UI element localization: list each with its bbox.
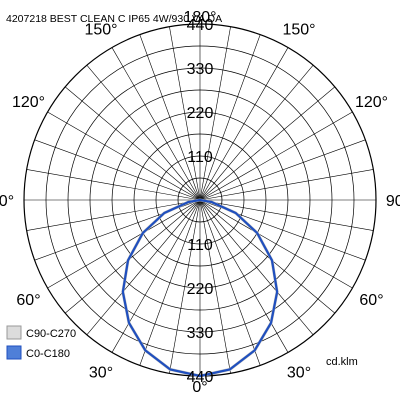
radial-tick-labels: 110 110 220 220 330 330 440 440 <box>187 17 214 386</box>
intensity-curves <box>121 198 279 378</box>
angle-label-left: 90° <box>0 193 14 210</box>
grid-spoke <box>199 64 314 201</box>
polar-grid <box>23 23 377 377</box>
grid-spoke <box>199 199 289 353</box>
grid-spoke <box>199 34 261 201</box>
legend-swatch-c90-c270 <box>6 325 22 340</box>
grid-spoke <box>199 199 261 366</box>
angle-label-left: 120° <box>12 94 45 111</box>
grid-spoke <box>199 139 366 201</box>
grid-spoke <box>169 26 201 201</box>
angle-label-right: 60° <box>359 292 383 309</box>
grid-spoke <box>199 199 314 336</box>
grid-spoke <box>139 34 201 201</box>
grid-spoke <box>199 47 289 201</box>
grid-spoke <box>199 169 374 201</box>
grid-spoke <box>86 64 201 201</box>
grid-spoke <box>199 199 353 289</box>
grid-spoke <box>47 199 201 289</box>
grid-spoke <box>199 26 231 201</box>
legend-label-c90-c270: C90-C270 <box>26 328 76 340</box>
angle-label-left: 150° <box>84 22 117 39</box>
grid-spoke <box>26 169 201 201</box>
grid-spoke <box>199 199 231 374</box>
radial-tick-label: 220 <box>187 105 214 122</box>
radial-tick-label: 440 <box>187 17 214 34</box>
grid-spoke <box>34 139 201 201</box>
grid-spoke <box>86 199 201 336</box>
grid-spoke <box>64 199 201 314</box>
radial-tick-label: 330 <box>187 325 214 342</box>
legend-label-c0-c180: C0-C180 <box>26 348 70 360</box>
grid-spoke <box>64 86 201 201</box>
radial-tick-label: 220 <box>187 281 214 298</box>
angle-label-right: 150° <box>282 22 315 39</box>
curve-c0-c180 <box>121 198 279 378</box>
angle-label-right: 30° <box>287 365 311 382</box>
legend-swatch-c0-c180 <box>6 345 22 360</box>
angle-label-left: 60° <box>16 292 40 309</box>
grid-spoke <box>169 199 201 374</box>
radial-tick-label: 110 <box>187 149 213 166</box>
angle-label-top: 180° <box>183 9 216 26</box>
grid-spoke <box>139 199 201 366</box>
grid-spoke <box>199 111 353 201</box>
angle-label-right: 90° <box>386 193 400 210</box>
units-label: cd.klm <box>326 356 358 368</box>
radial-tick-label: 110 <box>187 237 213 254</box>
chart-title: 4207218 BEST CLEAN C IP65 4W/930 VA DA <box>6 13 222 25</box>
grid-spoke <box>47 111 201 201</box>
grid-spoke <box>26 199 201 231</box>
legend: C90-C270 C0-C180 <box>6 325 76 360</box>
grid-spoke <box>111 199 201 353</box>
angle-labels: 90° 90° 120° 120° 150° 150° 60° 60° 30° 30° 180° 0° <box>0 9 400 396</box>
angle-label-right: 120° <box>355 94 388 111</box>
grid-spoke <box>199 199 336 314</box>
angle-label-left: 30° <box>89 365 113 382</box>
grid-spoke <box>199 199 374 231</box>
grid-spoke <box>199 86 336 201</box>
radial-tick-label: 440 <box>187 369 214 386</box>
angle-label-bottom: 0° <box>192 379 207 396</box>
grid-spoke <box>111 47 201 201</box>
radial-tick-label: 330 <box>187 61 214 78</box>
